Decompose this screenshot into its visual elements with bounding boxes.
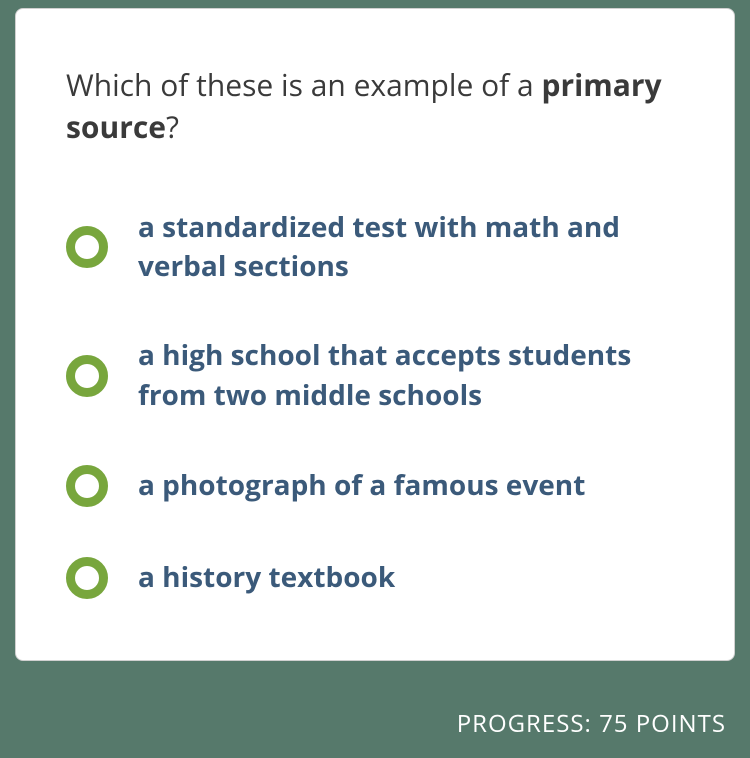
option-1[interactable]: a standardized test with math and verbal… [66,208,684,286]
option-2[interactable]: a high school that accepts students from… [66,336,684,414]
radio-icon [66,226,108,268]
option-label: a photograph of a famous event [138,466,585,505]
option-3[interactable]: a photograph of a famous event [66,465,684,507]
radio-icon [66,355,108,397]
question-prefix: Which of these is an example of a [66,64,542,105]
option-label: a standardized test with math and verbal… [138,208,684,286]
option-4[interactable]: a history textbook [66,557,684,599]
question-suffix: ? [166,106,179,147]
question-card: Which of these is an example of a primar… [15,8,735,661]
progress-label: PROGRESS: 75 POINTS [457,707,726,740]
option-label: a history textbook [138,558,395,597]
question-text: Which of these is an example of a primar… [66,64,684,148]
radio-icon [66,557,108,599]
option-label: a high school that accepts students from… [138,336,684,414]
progress-bar: PROGRESS: 75 POINTS [0,689,750,758]
radio-icon [66,465,108,507]
options-list: a standardized test with math and verbal… [66,208,684,599]
